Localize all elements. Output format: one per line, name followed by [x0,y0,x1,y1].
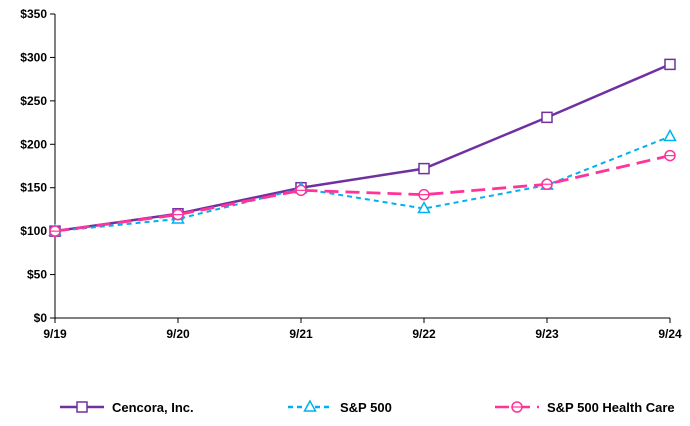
x-tick-label: 9/23 [535,327,559,341]
data-point-sp500-health-care [541,178,553,190]
legend-item-sp500-health-care: S&P 500 Health Care [495,400,675,415]
data-point-sp500-health-care [295,184,307,197]
y-tick-label: $50 [27,268,47,282]
data-point-sp500 [417,201,431,214]
x-tick-label: 9/21 [289,327,313,341]
data-point-sp500-health-care [418,188,430,201]
data-point-sp500-health-care [664,149,676,162]
y-tick-label: $100 [20,224,47,238]
data-point-cencora [541,111,553,124]
x-tick-label: 9/24 [658,327,682,341]
legend: Cencora, Inc. S&P 500 S&P 500 Health Care [60,399,675,415]
data-point-cencora [664,58,676,71]
series-sp500-health-care [49,149,676,237]
data-point-sp500-health-care [172,208,184,221]
series-line-sp500 [54,135,671,233]
legend-item-cencora: Cencora, Inc. [60,400,194,415]
y-tick-label: $300 [20,50,47,64]
legend-label: S&P 500 [340,400,392,415]
legend-item-sp500: S&P 500 [288,399,392,415]
x-tick-label: 9/19 [43,327,67,341]
series-line-sp500-health-care [54,154,671,233]
legend-marker [511,401,523,413]
data-point-sp500 [663,128,677,142]
series-cencora [49,58,676,237]
series-layer [48,58,677,237]
y-tick-label: $200 [20,137,47,151]
data-point-sp500-health-care [49,225,61,237]
y-tick-label: $350 [20,7,47,21]
legend-label: S&P 500 Health Care [547,400,675,415]
axes: $0 $50 $100 $150 $200 $250 $300 $350 9/19 9/20 9/2… [20,7,682,341]
y-tick-label: $150 [20,181,47,195]
legend-marker [303,399,317,412]
x-tick-label: 9/20 [166,327,190,341]
y-tick-label: $250 [20,94,47,108]
legend-marker [76,401,88,413]
y-tick-label: $0 [34,311,48,325]
series-line-cencora [54,63,671,233]
data-point-cencora [418,162,430,175]
legend-label: Cencora, Inc. [112,400,194,415]
x-tick-label: 9/22 [412,327,436,341]
